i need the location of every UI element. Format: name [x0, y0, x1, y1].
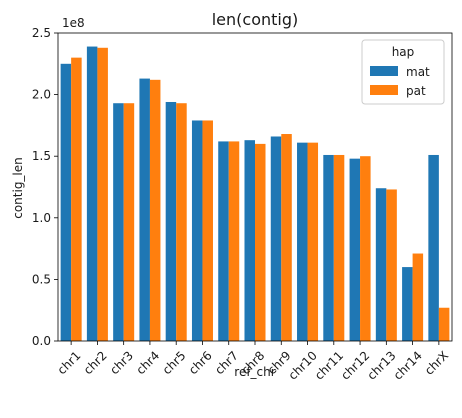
legend-swatch-pat	[370, 85, 398, 95]
bar-pat-chr1	[71, 57, 82, 341]
bar-mat-chr7	[218, 141, 229, 341]
x-axis-label: ref_chr	[234, 365, 275, 379]
legend-label-mat: mat	[406, 65, 430, 79]
legend-title: hap	[392, 45, 415, 59]
bar-mat-chr9	[270, 136, 282, 341]
bar-mat-chr8	[244, 140, 255, 341]
y-tick-label: 2.0	[32, 88, 51, 102]
bar-pat-chr5	[176, 103, 187, 341]
y-tick-label: 0.5	[32, 272, 51, 286]
bar-pat-chr4	[149, 79, 161, 341]
x-tick-label: chr10	[286, 348, 320, 382]
bar-mat-chr2	[86, 46, 98, 342]
bar-mat-chrX	[428, 154, 439, 341]
bar-mat-chr6	[191, 120, 203, 341]
x-tick-label: chr4	[133, 348, 162, 377]
bar-pat-chr7	[228, 141, 240, 341]
bar-mat-chr12	[349, 158, 361, 341]
chart-title: len(contig)	[212, 10, 299, 29]
x-tick-label: chr2	[81, 348, 110, 377]
y-tick-label: 2.5	[32, 26, 51, 40]
x-tick-label: chrX	[422, 348, 451, 377]
bar-pat-chr6	[202, 120, 213, 341]
x-tick-label: chr13	[364, 348, 398, 382]
x-tick-label: chr12	[338, 348, 372, 382]
bar-mat-chr5	[165, 101, 177, 342]
y-axis-label: contig_len	[11, 157, 25, 219]
y-tick-label: 1.0	[32, 211, 51, 225]
bars-group	[60, 46, 450, 342]
bar-pat-chr3	[123, 103, 135, 341]
y-tick-label: 1.5	[32, 149, 51, 163]
legend-swatch-mat	[370, 66, 398, 76]
bar-mat-chr1	[60, 63, 72, 342]
bar-pat-chr8	[255, 143, 266, 341]
y-tick-label: 0.0	[32, 334, 51, 348]
bar-mat-chr13	[375, 188, 387, 341]
bar-pat-chr2	[97, 47, 108, 341]
legend: hap mat pat	[361, 39, 445, 105]
x-tick-label: chr5	[160, 348, 189, 377]
x-tick-label: chr6	[186, 348, 215, 377]
bar-pat-chr13	[386, 189, 397, 341]
bar-pat-chr9	[281, 134, 292, 341]
x-tick-label: chr3	[107, 348, 136, 377]
bar-mat-chr11	[323, 154, 334, 341]
plot-frame	[57, 32, 453, 342]
bar-pat-chr14	[412, 253, 424, 341]
y-ticks-group: 0.0 0.5 1.0 1.5 2.0 2.5	[32, 26, 58, 348]
bar-mat-chr3	[113, 103, 124, 341]
bar-pat-chrX	[438, 307, 450, 341]
bar-pat-chr10	[307, 142, 319, 341]
x-tick-label: chr11	[312, 348, 346, 382]
bar-mat-chr10	[297, 142, 308, 341]
x-tick-label: chr1	[55, 348, 84, 377]
y-offset-label: 1e8	[62, 16, 85, 30]
x-tick-label: chr14	[391, 348, 425, 382]
bar-pat-chr12	[360, 156, 371, 341]
bar-pat-chr11	[333, 154, 345, 341]
bar-mat-chr4	[139, 78, 150, 341]
legend-label-pat: pat	[406, 84, 426, 98]
bar-mat-chr14	[402, 267, 413, 341]
